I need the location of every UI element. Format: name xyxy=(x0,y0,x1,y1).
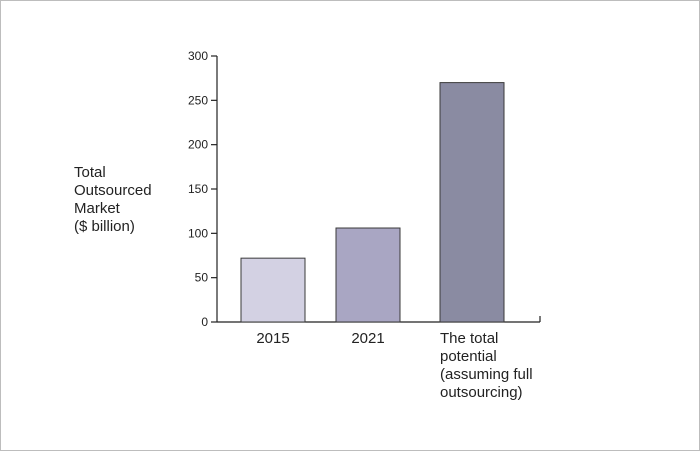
y-axis-label-text: Total Outsourced Market ($ billion) xyxy=(74,164,152,235)
x-tick-label-line: (assuming full xyxy=(440,366,533,383)
y-tick-label: 100 xyxy=(188,226,208,240)
x-tick-label-line: The total xyxy=(440,330,498,347)
bar-2 xyxy=(335,227,401,323)
bar-3 xyxy=(439,82,505,323)
y-axis-label-line: Outsourced xyxy=(74,182,152,199)
y-tick-label: 50 xyxy=(195,271,209,285)
x-tick-label: 2015 xyxy=(256,330,289,347)
y-axis-label-line: Total xyxy=(74,164,106,181)
y-tick-label: 200 xyxy=(188,138,208,152)
x-tick-label-line: potential xyxy=(440,348,497,365)
y-tick-label: 250 xyxy=(188,93,208,107)
y-tick-label: 150 xyxy=(188,182,208,196)
y-axis-label-line: Market xyxy=(74,200,121,217)
x-tick-label-line: 2021 xyxy=(351,330,384,347)
x-tick-label: 2021 xyxy=(351,330,384,347)
y-axis: 0 50 100 150 200 250 300 xyxy=(188,49,218,329)
bar-1 xyxy=(240,257,306,323)
y-tick-label: 300 xyxy=(188,49,208,63)
y-axis-label: Total Outsourced Market ($ billion) xyxy=(74,164,152,235)
x-tick-label: The total potential (assuming full outsourc… xyxy=(440,330,533,401)
category-labels: 2015 2021 The total potential (assuming full… xyxy=(256,330,532,401)
y-tick-label: 0 xyxy=(201,315,208,329)
y-axis-label-line: ($ billion) xyxy=(74,218,135,235)
x-tick-label-line: outsourcing) xyxy=(440,384,523,401)
bars xyxy=(240,82,505,323)
x-tick-label-line: 2015 xyxy=(256,330,289,347)
